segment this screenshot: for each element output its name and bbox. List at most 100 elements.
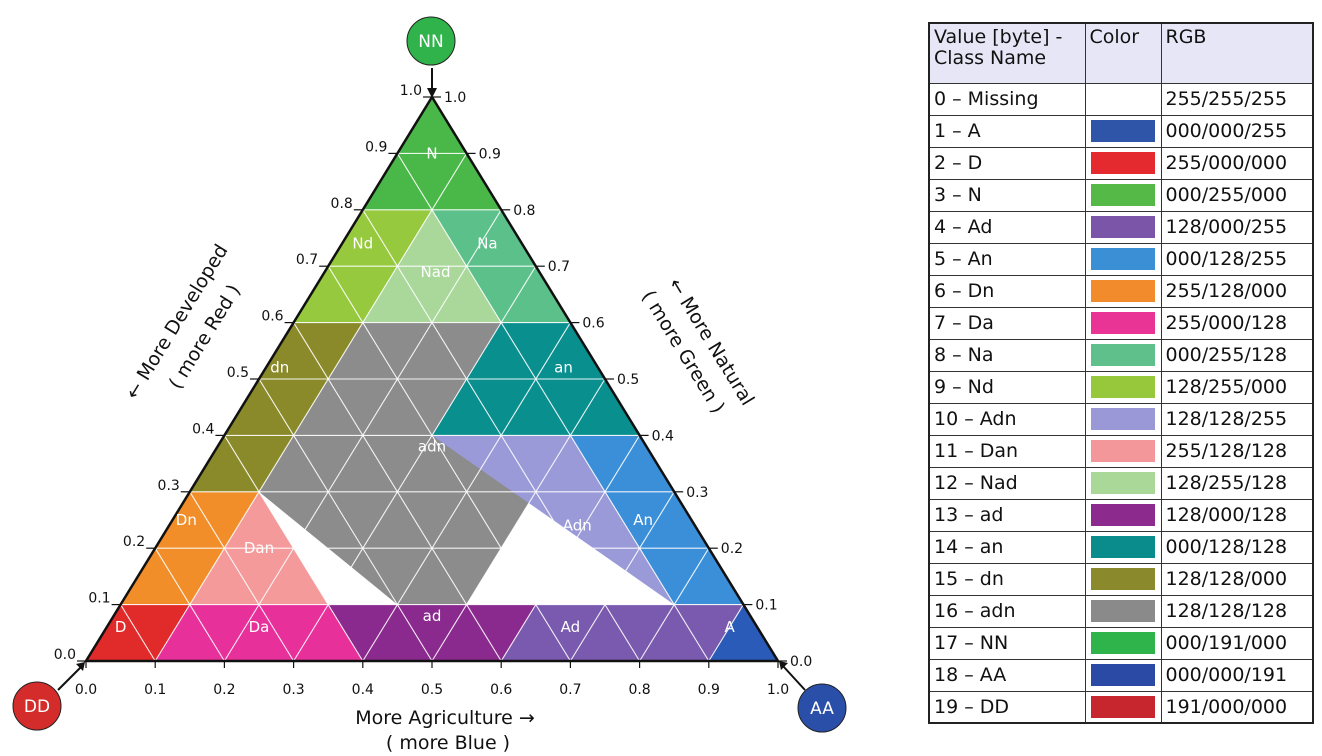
region-label-nd: Nd xyxy=(352,235,373,253)
legend-color-cell xyxy=(1084,114,1162,148)
color-swatch xyxy=(1090,472,1155,494)
grid-line xyxy=(154,153,468,662)
legend-rgb-value: 128/128/255 xyxy=(1160,402,1314,436)
legend-rgb-value: 128/255/000 xyxy=(1160,370,1314,404)
grid-line xyxy=(327,265,571,662)
color-swatch xyxy=(1090,184,1155,206)
legend-rgb-value: 128/128/000 xyxy=(1160,562,1314,596)
grid-line xyxy=(293,265,537,662)
tick-label-left: 0.0 xyxy=(54,647,76,663)
region-label-dan: Dan xyxy=(244,539,274,557)
region-ad xyxy=(328,604,536,661)
legend-class-name: 6 – Dn xyxy=(928,274,1086,308)
legend-rgb-value: 000/128/255 xyxy=(1160,242,1314,276)
legend-class-name: 5 – An xyxy=(928,242,1086,276)
color-swatch xyxy=(1090,408,1155,430)
legend-row: 11 – Dan 255/128/128 xyxy=(928,434,1314,468)
tick-label-left: 1.0 xyxy=(400,83,422,99)
color-swatch xyxy=(1090,312,1155,334)
grid-line xyxy=(569,491,675,662)
legend-class-name: 19 – DD xyxy=(928,690,1086,724)
legend-rgb-value: 000/191/000 xyxy=(1160,626,1314,660)
tick-label-right: 0.6 xyxy=(582,316,604,332)
legend-class-name: 3 – N xyxy=(928,178,1086,212)
legend-rgb-value: 000/000/255 xyxy=(1160,114,1314,148)
grid-line xyxy=(431,378,606,662)
region-label-nad: Nad xyxy=(421,263,451,281)
color-swatch xyxy=(1090,632,1155,654)
region-a xyxy=(708,604,778,661)
tick-label-left: 0.7 xyxy=(296,252,318,268)
legend-color-cell xyxy=(1084,658,1162,692)
color-swatch xyxy=(1090,152,1155,174)
region-label-a: A xyxy=(724,618,735,636)
tick-label-left: 0.3 xyxy=(158,478,180,494)
grid-line xyxy=(708,604,744,662)
tick-label-bottom: 0.5 xyxy=(421,682,443,698)
legend-rgb-value: 255/255/255 xyxy=(1160,82,1314,116)
legend-class-name: 10 – Adn xyxy=(928,402,1086,436)
legend-class-name: 13 – ad xyxy=(928,498,1086,532)
legend-class-name: 11 – Dan xyxy=(928,434,1086,468)
tick-label-bottom: 0.4 xyxy=(352,682,374,698)
color-swatch xyxy=(1090,280,1155,302)
tick-label-right: 0.3 xyxy=(686,485,708,501)
arrowhead-dd xyxy=(76,662,85,671)
legend-row: 2 – D 255/000/000 xyxy=(928,146,1314,180)
tick-label-bottom: 0.8 xyxy=(628,682,650,698)
grid-line xyxy=(223,435,364,662)
legend-class-name: 8 – Na xyxy=(928,338,1086,372)
legend-rgb-value: 128/000/255 xyxy=(1160,210,1314,244)
legend-header-name: Value [byte] - Class Name xyxy=(928,22,1086,84)
legend-row: 1 – A 000/000/255 xyxy=(928,114,1314,148)
tick-label-right: 0.1 xyxy=(755,598,777,614)
legend-row: 10 – Adn 128/128/255 xyxy=(928,402,1314,436)
arrowhead-aa xyxy=(779,661,788,670)
legend-class-name: 2 – D xyxy=(928,146,1086,180)
legend-class-name: 14 – an xyxy=(928,530,1086,564)
legend-rgb-value: 128/000/128 xyxy=(1160,498,1314,532)
legend-header-rgb: RGB xyxy=(1160,22,1314,84)
legend-row: 15 – dn 128/128/000 xyxy=(928,562,1314,596)
class-legend-table: Value [byte] - Class Name Color RGB 0 – … xyxy=(928,22,1314,724)
bottom-axis-title-line1: More Agriculture → xyxy=(355,707,535,729)
legend-class-name: 16 – adn xyxy=(928,594,1086,628)
legend-color-cell xyxy=(1084,530,1162,564)
legend-row: 19 – DD 191/000/000 xyxy=(928,690,1314,724)
legend-row: 4 – Ad 128/000/255 xyxy=(928,210,1314,244)
legend-color-cell xyxy=(1084,370,1162,404)
legend-row: 0 – Missing 255/255/255 xyxy=(928,82,1314,116)
legend-row: 3 – N 000/255/000 xyxy=(928,178,1314,212)
legend-rgb-value: 191/000/000 xyxy=(1160,690,1314,724)
tick-label-bottom: 0.9 xyxy=(698,682,720,698)
tick-label-right: 0.8 xyxy=(513,203,535,219)
tick-label-bottom: 1.0 xyxy=(767,682,789,698)
corner-dd-label: DD xyxy=(24,697,50,717)
legend-header-color: Color xyxy=(1084,22,1162,84)
legend-row: 6 – Dn 255/128/000 xyxy=(928,274,1314,308)
legend-color-cell xyxy=(1084,178,1162,212)
legend-row: 8 – Na 000/255/128 xyxy=(928,338,1314,372)
legend-class-name: 1 – A xyxy=(928,114,1086,148)
region-label-ad: Ad xyxy=(561,618,581,636)
tick-label-left: 0.9 xyxy=(365,139,387,155)
legend-color-cell xyxy=(1084,82,1162,116)
tick-label-right: 1.0 xyxy=(444,90,466,106)
region-da xyxy=(155,604,363,661)
tick-label-right: 0.7 xyxy=(548,259,570,275)
legend-color-cell xyxy=(1084,146,1162,180)
legend-row: 16 – adn 128/128/128 xyxy=(928,594,1314,628)
tick-label-left: 0.2 xyxy=(123,534,145,550)
legend-color-cell xyxy=(1084,338,1162,372)
legend-class-name: 4 – Ad xyxy=(928,210,1086,244)
legend-row: 14 – an 000/128/128 xyxy=(928,530,1314,564)
region-label-adn: Adn xyxy=(563,517,592,535)
tick-label-bottom: 0.3 xyxy=(282,682,304,698)
legend-color-cell xyxy=(1084,690,1162,724)
grid-line xyxy=(362,209,641,662)
legend-row: 17 – NN 000/191/000 xyxy=(928,626,1314,660)
legend-class-name: 0 – Missing xyxy=(928,82,1086,116)
ternary-diagram: 0.01.00.00.10.90.10.20.80.20.30.70.30.40… xyxy=(12,16,847,754)
tick-label-right: 0.0 xyxy=(790,654,812,670)
legend-color-cell xyxy=(1084,626,1162,660)
